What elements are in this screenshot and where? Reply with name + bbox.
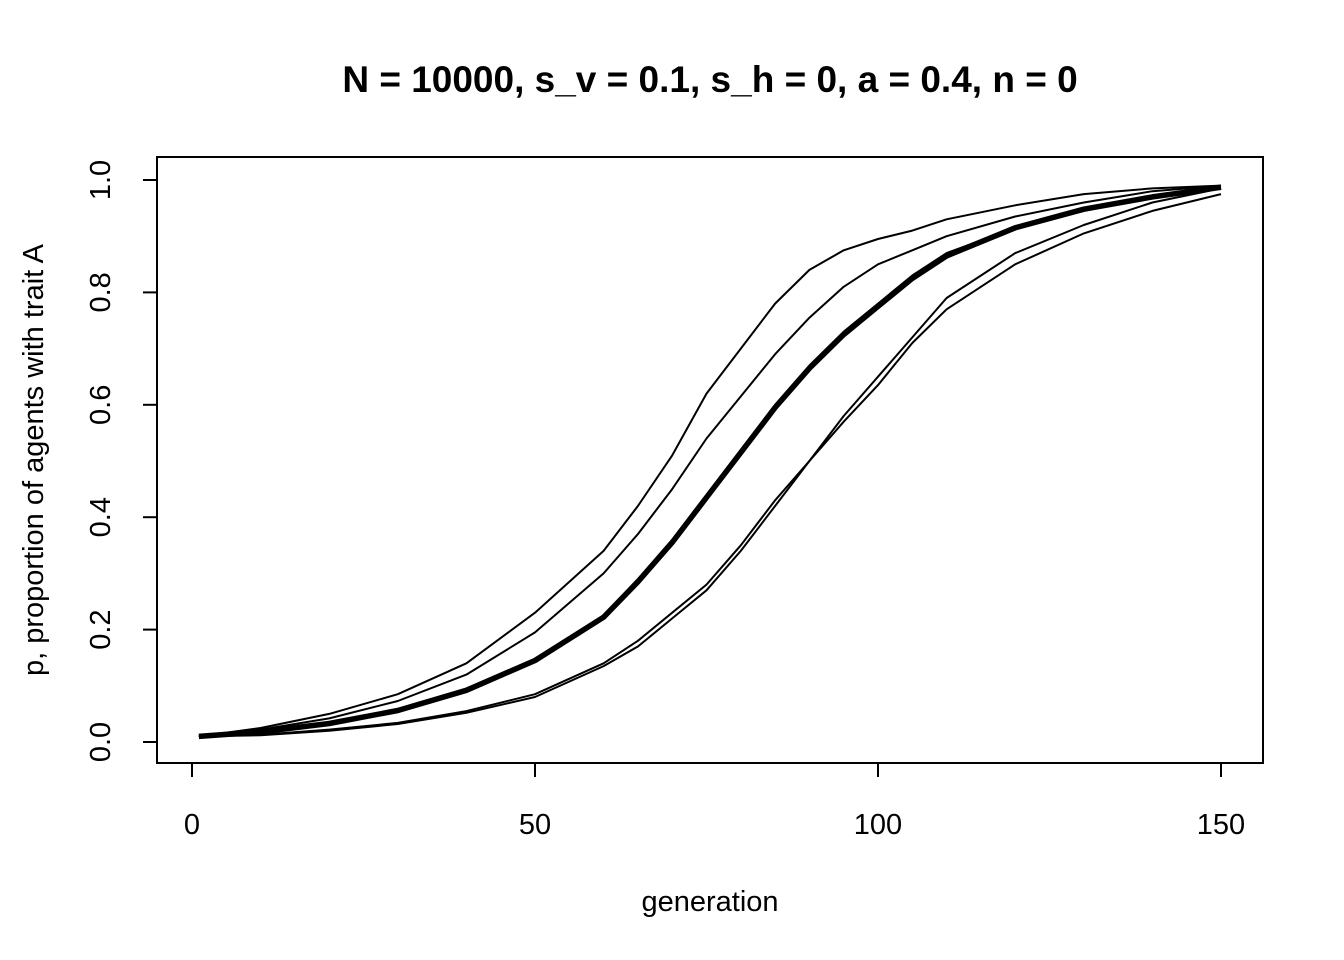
series-line-mean xyxy=(198,184,1222,740)
y-axis: 0.0 0.2 0.4 0.6 0.8 1.0 xyxy=(85,160,158,762)
x-tick-label: 0 xyxy=(184,809,200,841)
x-tick-label: 100 xyxy=(854,809,902,841)
y-tick-label: 0.8 xyxy=(85,272,117,312)
chart-title: N = 10000, s_v = 0.1, s_h = 0, a = 0.4, … xyxy=(342,59,1077,100)
x-tick-label: 150 xyxy=(1197,809,1245,841)
x-axis: 0 50 100 150 xyxy=(184,762,1245,841)
y-tick-label: 0.0 xyxy=(85,722,117,762)
series-line-run-5 xyxy=(198,187,1222,738)
series-line-run-3 xyxy=(198,187,1222,738)
series-line-run-2 xyxy=(198,184,1222,738)
y-tick-label: 0.2 xyxy=(85,609,117,649)
x-axis-label: generation xyxy=(641,886,778,918)
x-tick-label: 50 xyxy=(519,809,551,841)
series-group xyxy=(198,184,1222,740)
series-line-run-4 xyxy=(198,193,1222,738)
series-line-run-1 xyxy=(198,184,1222,738)
y-axis-label: p, proportion of agents with trait A xyxy=(18,243,50,676)
y-tick-label: 0.4 xyxy=(85,497,117,537)
plot-frame xyxy=(156,156,1264,764)
y-tick-label: 0.6 xyxy=(85,385,117,425)
y-tick-label: 1.0 xyxy=(85,160,117,200)
